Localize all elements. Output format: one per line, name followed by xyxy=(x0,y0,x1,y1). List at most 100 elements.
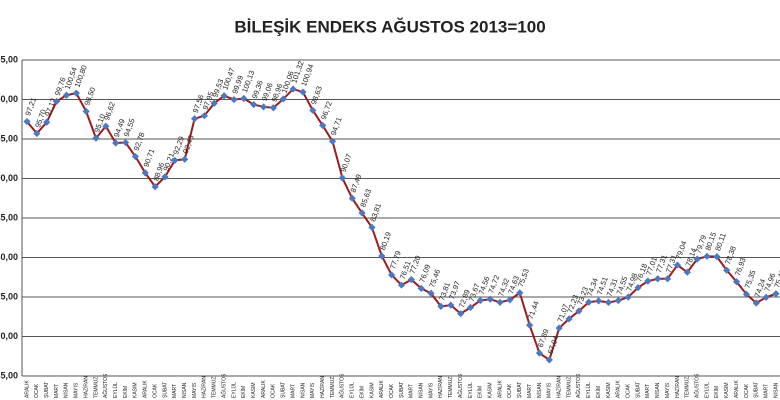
point-marker xyxy=(33,129,41,138)
x-tick-label: EYLÜL xyxy=(585,382,592,398)
x-tick-label: MAYIS xyxy=(665,382,671,398)
x-tick-label: MAYIS xyxy=(547,382,553,398)
x-tick-label: MAYIS xyxy=(74,382,80,398)
x-tick-label: MAYIS xyxy=(192,382,198,398)
x-tick-label: ARALIK xyxy=(734,380,740,398)
x-tick-label: KASIM xyxy=(724,382,730,398)
y-tick-label: 95,00 xyxy=(0,133,18,143)
point-marker xyxy=(269,104,277,112)
point-marker xyxy=(526,321,534,329)
point-marker xyxy=(427,289,435,297)
x-tick-label: MART xyxy=(54,384,60,398)
x-tick-label: OCAK xyxy=(271,383,277,398)
x-tick-label: NİSAN xyxy=(181,382,188,398)
x-tick-label: TEMMUZ xyxy=(330,377,336,398)
point-marker xyxy=(762,293,770,301)
x-tick-label: OCAK xyxy=(625,383,631,398)
x-tick-label: KASIM xyxy=(369,382,375,398)
x-tick-label: MART xyxy=(290,384,296,398)
x-tick-label: EYLÜL xyxy=(703,382,710,398)
x-tick-label: EYLÜL xyxy=(467,382,474,398)
point-marker xyxy=(713,253,721,261)
x-tick-label: MART xyxy=(763,384,769,398)
point-marker xyxy=(161,173,169,181)
x-tick-label: KASIM xyxy=(133,382,139,398)
point-marker xyxy=(545,356,553,364)
point-marker xyxy=(200,112,208,120)
point-marker xyxy=(388,271,396,279)
x-tick-label: AĞUSTOS xyxy=(693,373,700,398)
point-marker xyxy=(131,152,140,161)
x-tick-label: ARALIK xyxy=(616,380,622,398)
x-tick-label: KASIM xyxy=(488,382,494,398)
point-marker xyxy=(585,298,593,306)
point-marker xyxy=(230,95,238,104)
x-tick-label: KASIM xyxy=(251,382,257,398)
point-marker xyxy=(210,99,218,107)
point-marker xyxy=(407,276,415,284)
point-marker xyxy=(348,194,356,202)
x-tick-label: MART xyxy=(409,384,415,398)
x-tick-label: HAZİRAN xyxy=(82,376,89,398)
data-label: 75,42 xyxy=(772,268,780,289)
point-marker xyxy=(92,134,100,142)
point-marker xyxy=(535,349,544,357)
x-tick-label: ARALIK xyxy=(379,380,385,398)
x-tick-label: HAZİRAN xyxy=(674,376,681,398)
point-marker xyxy=(43,118,51,126)
x-tick-label: ŞUBAT xyxy=(399,382,405,398)
x-tick-label: HAZİRAN xyxy=(201,376,208,398)
point-marker xyxy=(151,183,159,191)
point-marker xyxy=(772,290,780,298)
point-marker xyxy=(703,252,711,260)
point-marker xyxy=(121,138,130,147)
x-tick-label: AĞUSTOS xyxy=(102,373,109,398)
x-tick-label: NİSAN xyxy=(536,382,543,398)
point-marker xyxy=(338,174,346,182)
point-marker xyxy=(654,275,662,283)
point-marker xyxy=(299,88,307,96)
x-tick-label: EKİM xyxy=(713,386,720,398)
x-tick-label: AĞUSTOS xyxy=(339,373,346,398)
point-marker xyxy=(624,293,632,301)
point-marker xyxy=(62,91,71,99)
x-tick-label: ŞUBAT xyxy=(517,382,523,398)
point-marker xyxy=(112,139,120,147)
point-marker xyxy=(506,296,514,304)
x-tick-label: EYLÜL xyxy=(349,382,356,398)
y-tick-label: 75,00 xyxy=(0,291,18,301)
point-marker xyxy=(437,302,445,311)
point-marker xyxy=(693,255,701,263)
point-marker xyxy=(23,117,31,126)
x-tick-label: OCAK xyxy=(507,383,513,398)
point-marker xyxy=(604,298,613,307)
x-tick-label: ŞUBAT xyxy=(754,382,760,398)
point-marker xyxy=(555,324,563,332)
x-tick-label: HAZİRAN xyxy=(437,376,444,398)
point-marker xyxy=(742,290,751,298)
x-tick-label: TEMMUZ xyxy=(212,377,218,398)
x-tick-label: NİSAN xyxy=(418,382,425,398)
chart-title: BİLEŞİK ENDEKS AĞUSTOS 2013=100 xyxy=(234,17,545,36)
point-marker xyxy=(496,298,504,306)
point-marker xyxy=(723,266,731,274)
point-marker xyxy=(595,297,603,305)
point-marker xyxy=(72,89,80,97)
y-tick-label: 85,00 xyxy=(0,212,18,222)
x-tick-label: HAZİRAN xyxy=(319,376,326,398)
point-marker xyxy=(417,284,425,292)
x-tick-label: TEMMUZ xyxy=(448,377,454,398)
x-tick-label: ARALIK xyxy=(497,380,503,398)
point-marker xyxy=(378,252,386,260)
point-marker xyxy=(289,85,297,93)
point-marker xyxy=(240,94,248,103)
point-marker xyxy=(752,299,760,307)
point-marker xyxy=(358,209,366,217)
x-tick-label: AĞUSTOS xyxy=(220,373,227,398)
x-tick-label: NİSAN xyxy=(299,382,306,398)
point-marker xyxy=(476,296,484,305)
point-marker xyxy=(181,155,189,163)
y-tick-label: 105,00 xyxy=(0,54,18,64)
